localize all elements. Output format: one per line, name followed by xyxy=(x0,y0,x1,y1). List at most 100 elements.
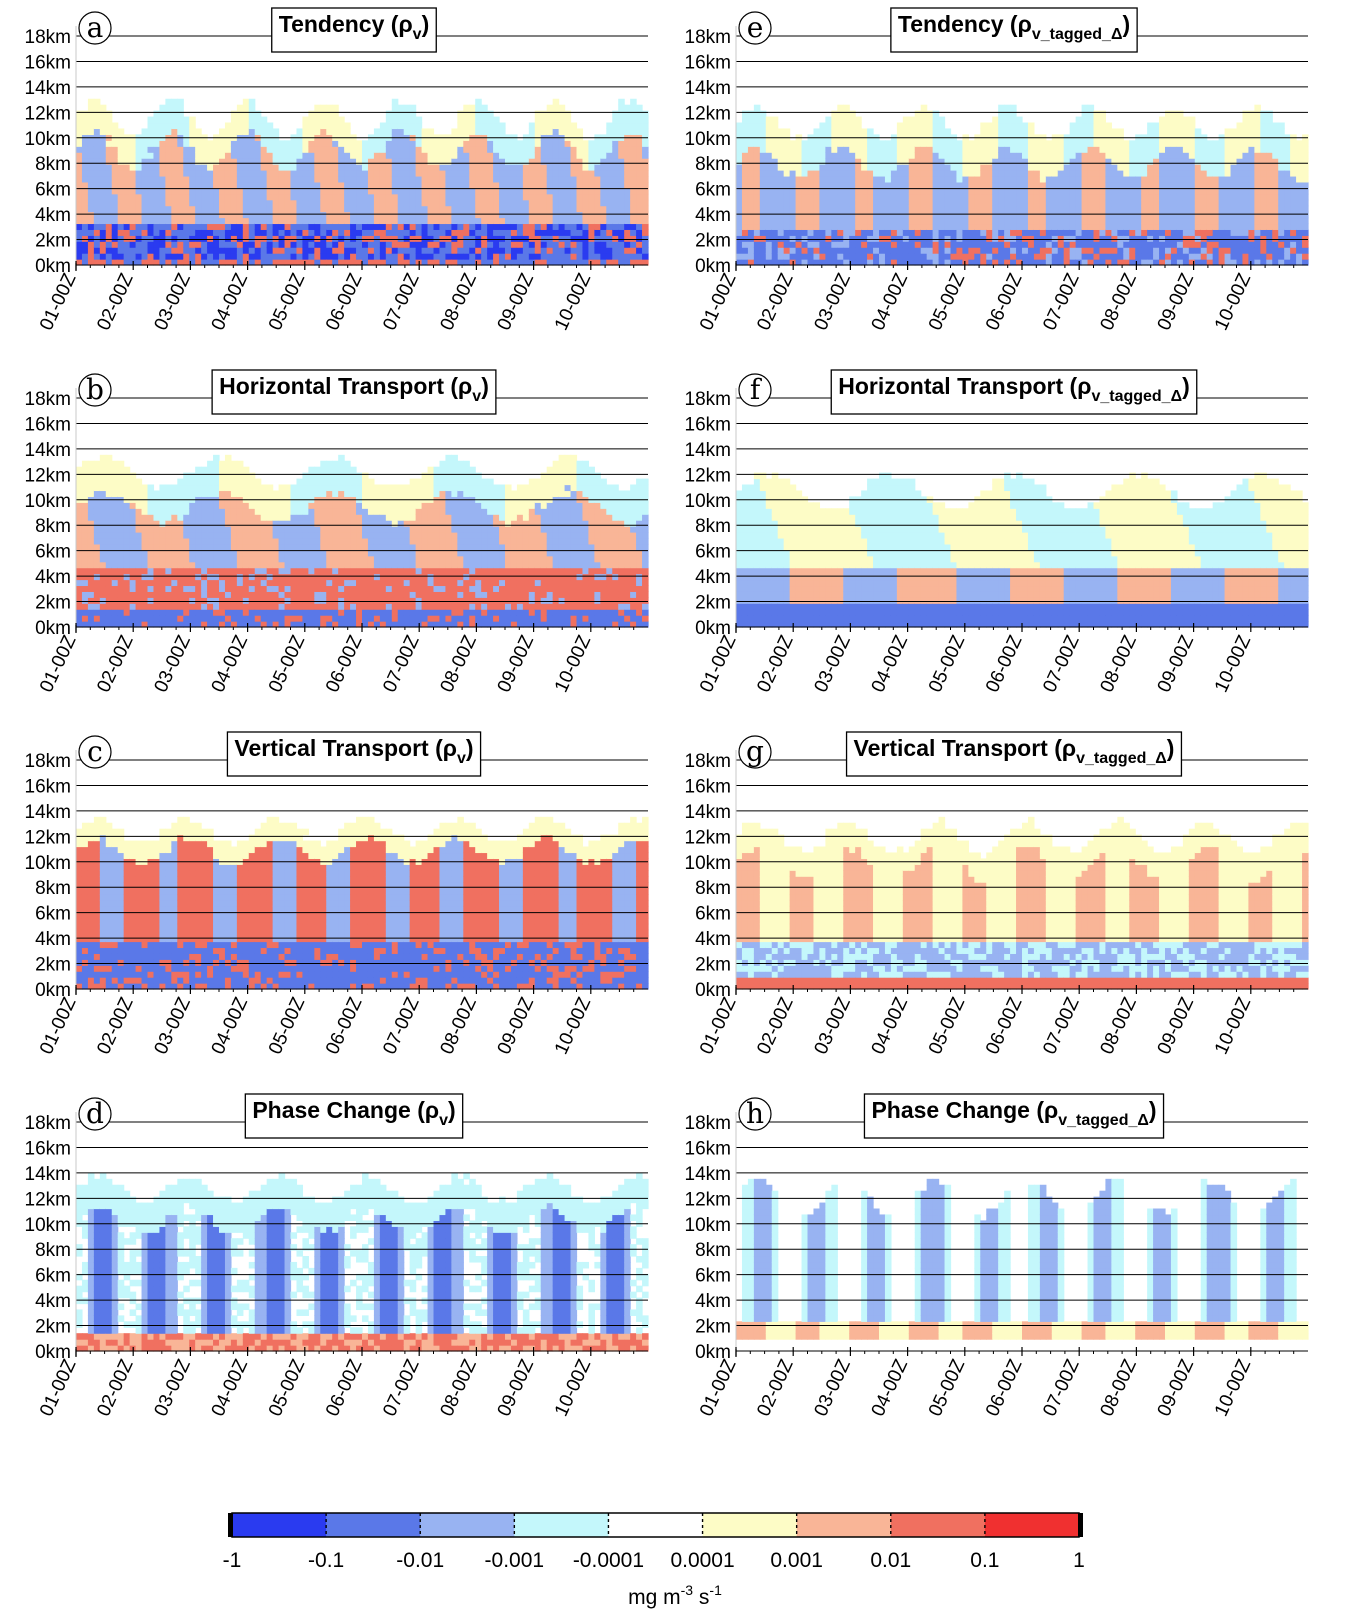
heat-cell xyxy=(308,502,315,509)
heat-cell xyxy=(135,532,143,539)
heat-cell xyxy=(302,579,309,587)
heat-cell xyxy=(445,508,452,515)
heat-cell xyxy=(153,199,161,207)
heat-cell xyxy=(111,466,119,474)
heat-cell xyxy=(612,526,619,533)
heat-cell xyxy=(624,247,631,254)
heat-cell xyxy=(570,585,578,592)
heat-cell xyxy=(254,573,262,581)
heat-cell xyxy=(332,603,339,610)
heat-cell xyxy=(445,205,452,213)
heat-cell xyxy=(236,187,244,195)
heat-cell xyxy=(105,508,113,515)
heat-cell xyxy=(564,205,572,213)
heat-cell xyxy=(373,164,381,171)
heat-cell xyxy=(421,532,429,539)
heat-cell xyxy=(338,549,345,557)
heat-cell xyxy=(451,181,458,189)
heat-cell xyxy=(230,187,238,195)
heat-cell xyxy=(117,229,125,236)
heat-cell xyxy=(320,573,327,581)
heat-cell xyxy=(242,526,250,533)
heat-cell xyxy=(505,164,512,171)
heat-cell xyxy=(201,158,208,165)
heat-cell xyxy=(487,591,494,598)
heat-cell xyxy=(272,205,280,213)
heat-cell xyxy=(445,253,452,260)
heat-cell xyxy=(236,609,244,616)
heat-cell xyxy=(362,164,369,171)
heat-cell xyxy=(141,561,149,569)
heat-cell xyxy=(463,110,470,118)
heat-cell xyxy=(356,585,363,592)
heat-cell xyxy=(606,122,613,130)
heat-cell xyxy=(135,520,143,527)
heat-cell xyxy=(338,573,345,581)
heat-cell xyxy=(373,223,381,230)
heat-cell xyxy=(564,603,572,610)
heat-cell xyxy=(230,122,238,130)
heat-cell xyxy=(618,555,625,563)
heat-cell xyxy=(606,621,613,628)
heat-cell xyxy=(606,537,613,545)
heat-cell xyxy=(606,140,613,147)
heat-cell xyxy=(207,223,214,230)
heat-cell xyxy=(76,615,83,622)
heat-cell xyxy=(576,549,584,557)
heat-cell xyxy=(594,152,601,159)
heat-cell xyxy=(552,537,560,545)
heat-cell xyxy=(141,253,149,260)
heat-cell xyxy=(612,146,619,153)
heat-cell xyxy=(183,537,190,545)
heat-cell xyxy=(123,181,131,189)
heat-cell xyxy=(338,235,345,242)
heat-cell xyxy=(171,508,178,515)
heat-cell xyxy=(183,152,190,159)
heat-cell xyxy=(493,259,500,266)
heat-cell xyxy=(81,543,89,551)
heat-cell xyxy=(439,621,447,628)
heat-cell xyxy=(552,229,560,236)
heat-cell xyxy=(254,502,262,509)
heat-cell xyxy=(201,472,208,480)
heat-cell xyxy=(350,205,357,213)
heat-cell xyxy=(272,175,280,183)
heat-cell xyxy=(576,603,584,610)
heat-cell xyxy=(445,211,452,219)
heat-cell xyxy=(552,140,560,147)
heat-cell xyxy=(427,235,435,242)
heat-cell xyxy=(242,193,250,201)
heat-cell xyxy=(415,116,423,124)
heat-cell xyxy=(314,526,321,533)
heat-cell xyxy=(236,140,244,147)
heat-cell xyxy=(153,235,161,242)
heat-cell xyxy=(177,579,184,587)
heat-cell xyxy=(367,259,375,266)
heat-cell xyxy=(481,175,488,183)
heat-cell xyxy=(481,597,488,604)
heat-cell xyxy=(284,175,292,183)
heat-cell xyxy=(642,140,649,147)
heat-cell xyxy=(391,532,399,539)
heat-cell xyxy=(207,164,214,171)
heat-cell xyxy=(177,122,184,130)
heat-cell xyxy=(242,175,250,183)
heat-cell xyxy=(219,187,226,195)
heat-cell xyxy=(153,621,161,628)
heat-cell xyxy=(481,567,488,575)
heat-cell xyxy=(189,555,196,563)
heat-cell xyxy=(421,199,429,207)
heat-cell xyxy=(159,247,166,254)
heat-cell xyxy=(391,241,399,248)
heat-cell xyxy=(403,549,411,557)
heat-cell xyxy=(248,532,256,539)
heat-cell xyxy=(546,223,554,230)
heat-cell xyxy=(516,152,524,159)
heat-cell xyxy=(445,490,452,497)
heat-cell xyxy=(594,621,601,628)
heat-cell xyxy=(147,537,155,545)
heat-cell xyxy=(87,116,95,124)
heat-cell xyxy=(421,543,429,551)
heat-cell xyxy=(129,217,137,225)
heat-cell xyxy=(362,490,369,497)
